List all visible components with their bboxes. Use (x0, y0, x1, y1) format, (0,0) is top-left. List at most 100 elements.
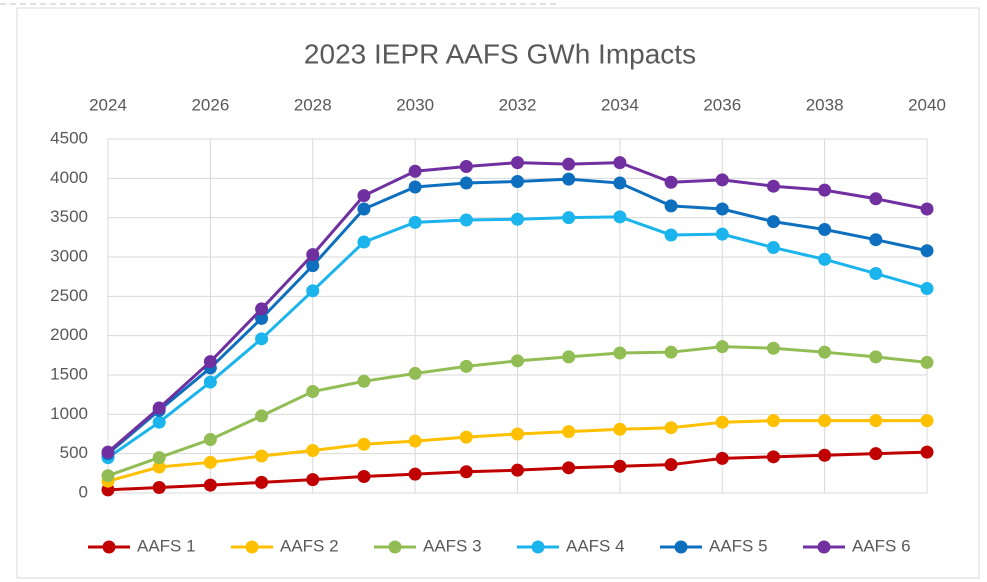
legend-marker (674, 540, 688, 554)
data-point (459, 359, 473, 373)
y-tick-label: 0 (79, 482, 88, 501)
data-point (920, 281, 934, 295)
x-tick-label: 2028 (294, 95, 332, 114)
data-point (511, 427, 524, 441)
data-point (203, 433, 217, 447)
x-tick-label: 2036 (703, 95, 741, 114)
data-point (562, 350, 576, 364)
data-point (306, 248, 320, 262)
data-point (715, 451, 729, 465)
data-point (511, 463, 524, 477)
data-point (408, 434, 422, 448)
chart-title: 2023 IEPR AAFS GWh Impacts (304, 38, 696, 69)
x-tick-label: 2034 (601, 95, 639, 114)
legend-label: AAFS 4 (566, 536, 625, 555)
data-point (562, 211, 576, 225)
data-point (255, 302, 269, 316)
data-point (715, 415, 729, 429)
data-point (357, 469, 371, 483)
data-point (869, 233, 883, 247)
data-point (715, 227, 729, 241)
data-point (306, 444, 320, 458)
data-point (715, 173, 729, 187)
data-point (357, 202, 371, 216)
data-point (869, 192, 883, 206)
y-tick-label: 500 (60, 443, 88, 462)
data-point (306, 259, 320, 273)
data-point (920, 414, 934, 428)
data-point (511, 212, 524, 226)
legend-label: AAFS 5 (709, 536, 768, 555)
legend-label: AAFS 6 (852, 536, 911, 555)
legend-marker (245, 540, 259, 554)
x-tick-label: 2032 (499, 95, 537, 114)
data-point (511, 156, 524, 170)
data-point (818, 252, 832, 266)
data-point (357, 189, 371, 203)
data-point (562, 157, 576, 171)
legend-marker (817, 540, 831, 554)
data-point (459, 465, 473, 479)
data-point (818, 183, 832, 197)
data-point (152, 415, 166, 429)
legend-marker (531, 540, 545, 554)
data-point (306, 284, 320, 298)
data-point (613, 346, 627, 360)
data-point (766, 341, 780, 355)
data-point (152, 460, 166, 474)
data-point (357, 437, 371, 451)
y-tick-label: 2000 (50, 325, 88, 344)
data-point (408, 180, 422, 194)
x-tick-label: 2040 (908, 95, 946, 114)
data-point (920, 244, 934, 258)
legend-marker (388, 540, 402, 554)
data-point (408, 164, 422, 178)
y-tick-label: 3000 (50, 246, 88, 265)
data-point (818, 222, 832, 236)
data-point (766, 450, 780, 464)
data-point (664, 421, 678, 435)
data-point (766, 414, 780, 428)
legend-label: AAFS 2 (280, 536, 339, 555)
data-point (255, 449, 269, 463)
data-point (664, 458, 678, 472)
data-point (203, 375, 217, 389)
data-point (766, 241, 780, 255)
data-point (152, 451, 166, 465)
data-point (101, 445, 115, 459)
data-point (715, 340, 729, 354)
data-point (664, 345, 678, 359)
data-point (101, 469, 115, 483)
data-point (408, 467, 422, 481)
data-point (613, 210, 627, 224)
data-point (255, 332, 269, 346)
data-point (203, 478, 217, 492)
data-point (459, 213, 473, 227)
legend-label: AAFS 1 (137, 536, 196, 555)
data-point (818, 414, 832, 428)
data-point (766, 215, 780, 229)
y-tick-label: 4000 (50, 168, 88, 187)
data-point (664, 228, 678, 242)
data-point (920, 445, 934, 459)
data-point (920, 202, 934, 216)
data-point (715, 202, 729, 216)
legend-label: AAFS 3 (423, 536, 482, 555)
data-point (613, 156, 627, 170)
data-point (255, 311, 269, 325)
data-point (664, 175, 678, 189)
data-point (255, 475, 269, 489)
data-point (306, 385, 320, 399)
data-point (152, 480, 166, 494)
data-point (613, 422, 627, 436)
data-point (357, 374, 371, 388)
data-point (818, 345, 832, 359)
x-tick-label: 2026 (191, 95, 229, 114)
data-point (459, 160, 473, 174)
data-point (613, 459, 627, 473)
x-tick-label: 2030 (396, 95, 434, 114)
data-point (664, 199, 678, 213)
y-tick-label: 3500 (50, 207, 88, 226)
x-tick-label: 2038 (806, 95, 844, 114)
data-point (613, 176, 627, 190)
